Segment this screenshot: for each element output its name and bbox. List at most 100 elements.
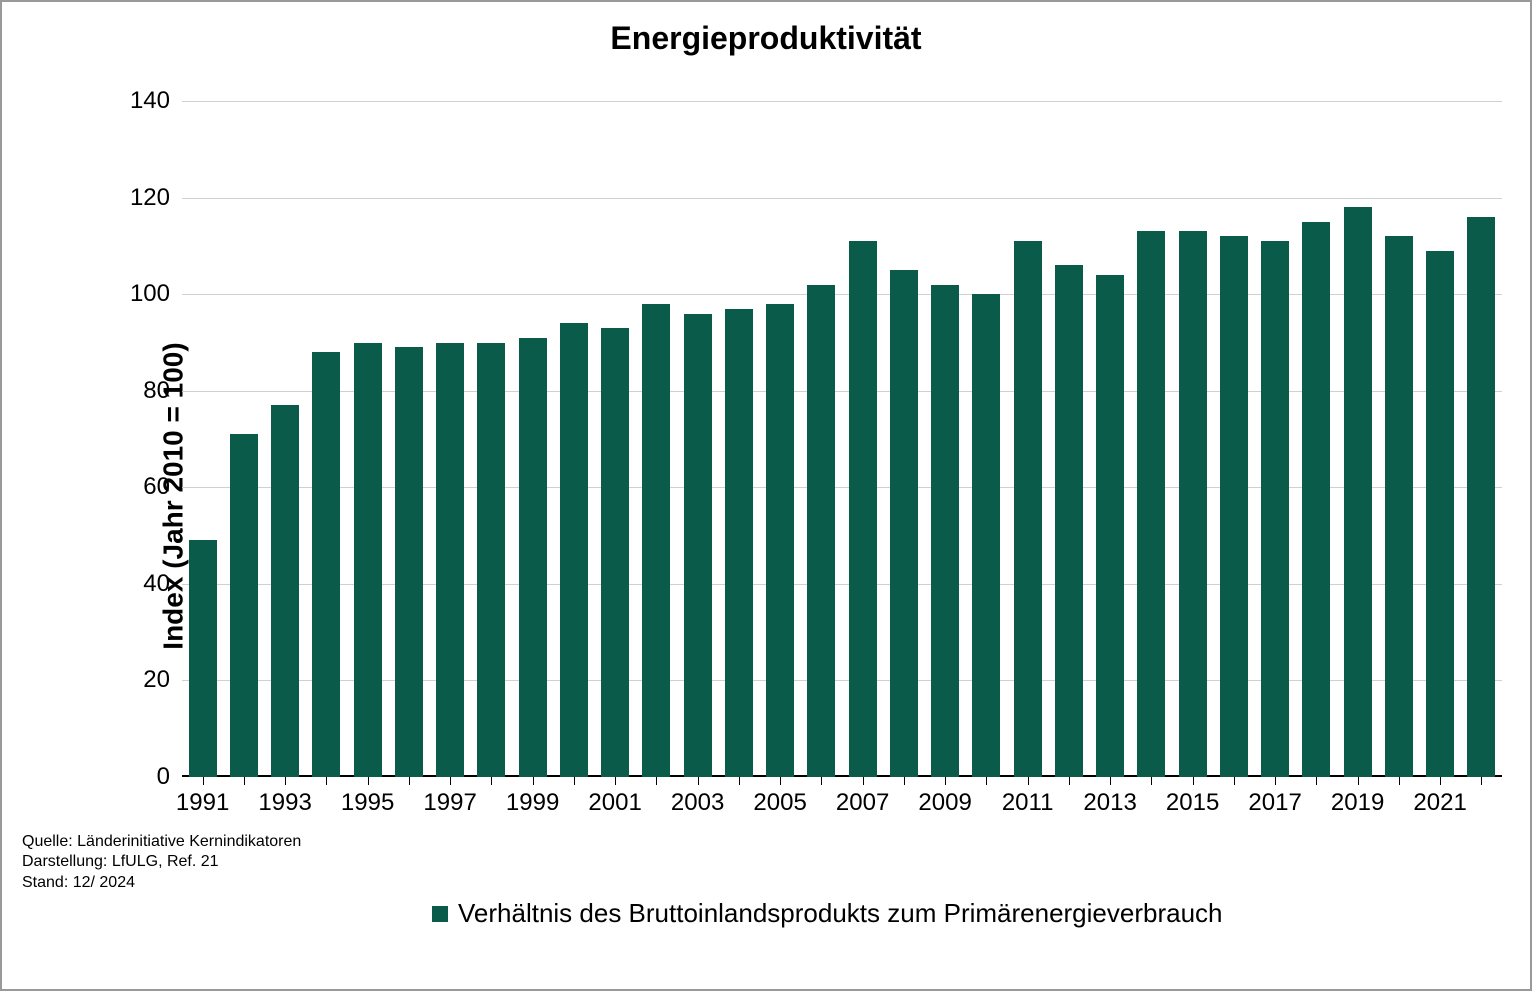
x-tick — [698, 777, 699, 785]
x-tick — [821, 777, 822, 785]
bar — [684, 314, 712, 777]
bar — [1344, 207, 1372, 777]
source-line-2: Darstellung: LfULG, Ref. 21 — [22, 852, 301, 873]
bar — [601, 328, 629, 777]
plot-area — [182, 77, 1502, 777]
x-tick — [1481, 777, 1482, 785]
bar — [1055, 265, 1083, 777]
bar — [354, 343, 382, 777]
x-tick-label: 2017 — [1248, 789, 1301, 817]
x-tick-label: 2005 — [753, 789, 806, 817]
x-tick — [1151, 777, 1152, 785]
x-tick-label: 2013 — [1083, 789, 1136, 817]
bar — [395, 347, 423, 777]
source-line-1: Quelle: Länderinitiative Kernindikatoren — [22, 832, 301, 853]
y-tick-label: 40 — [120, 570, 170, 598]
x-tick — [1316, 777, 1317, 785]
y-tick-label: 100 — [120, 280, 170, 308]
bar — [1302, 222, 1330, 777]
x-tick-label: 2019 — [1331, 789, 1384, 817]
bar — [642, 304, 670, 777]
bar — [1385, 236, 1413, 777]
x-tick — [368, 777, 369, 785]
gridline — [182, 101, 1502, 102]
x-tick-label: 2011 — [1002, 789, 1054, 817]
legend-swatch — [432, 906, 448, 922]
x-tick — [656, 777, 657, 785]
bar — [1096, 275, 1124, 777]
y-tick-label: 140 — [120, 87, 170, 115]
x-tick-label: 2003 — [671, 789, 724, 817]
y-tick-label: 20 — [120, 666, 170, 694]
bar — [725, 309, 753, 777]
x-tick — [533, 777, 534, 785]
bar — [1261, 241, 1289, 777]
x-tick — [285, 777, 286, 785]
x-tick — [203, 777, 204, 785]
bar — [849, 241, 877, 777]
gridline — [182, 198, 1502, 199]
x-tick — [491, 777, 492, 785]
x-tick — [450, 777, 451, 785]
x-tick — [1028, 777, 1029, 785]
x-tick — [1234, 777, 1235, 785]
bar — [1014, 241, 1042, 777]
x-tick-label: 2007 — [836, 789, 889, 817]
x-tick — [1358, 777, 1359, 785]
x-tick-label: 1999 — [506, 789, 559, 817]
bar — [1467, 217, 1495, 777]
chart-title: Energieproduktivität — [2, 20, 1530, 57]
bar — [271, 405, 299, 777]
x-tick — [780, 777, 781, 785]
x-tick — [739, 777, 740, 785]
x-tick — [945, 777, 946, 785]
x-tick-label: 1997 — [423, 789, 476, 817]
x-tick-label: 2009 — [918, 789, 971, 817]
x-tick-label: 1991 — [176, 789, 229, 817]
x-tick — [863, 777, 864, 785]
x-tick — [1193, 777, 1194, 785]
bar — [230, 434, 258, 777]
y-tick-label: 60 — [120, 473, 170, 501]
x-tick — [1069, 777, 1070, 785]
bar — [312, 352, 340, 777]
bar — [436, 343, 464, 777]
x-tick — [615, 777, 616, 785]
bar — [1220, 236, 1248, 777]
legend: Verhältnis des Bruttoinlandsprodukts zum… — [432, 898, 1223, 929]
x-tick — [244, 777, 245, 785]
bar — [477, 343, 505, 777]
bar — [807, 285, 835, 777]
x-tick — [409, 777, 410, 785]
x-tick-label: 2015 — [1166, 789, 1219, 817]
x-tick — [904, 777, 905, 785]
bar — [1137, 231, 1165, 777]
legend-text: Verhältnis des Bruttoinlandsprodukts zum… — [458, 898, 1223, 929]
x-tick-label: 1995 — [341, 789, 394, 817]
y-tick-label: 120 — [120, 184, 170, 212]
x-tick — [1110, 777, 1111, 785]
bar — [1426, 251, 1454, 777]
bar — [766, 304, 794, 777]
bar — [931, 285, 959, 777]
y-tick-label: 80 — [120, 377, 170, 405]
bar — [519, 338, 547, 777]
x-tick-label: 1993 — [258, 789, 311, 817]
x-tick — [986, 777, 987, 785]
x-tick — [1275, 777, 1276, 785]
x-tick-label: 2021 — [1413, 789, 1466, 817]
y-tick-label: 0 — [120, 763, 170, 791]
x-tick — [1399, 777, 1400, 785]
bar — [189, 540, 217, 777]
x-tick — [326, 777, 327, 785]
chart-container: Energieproduktivität Index (Jahr 2010 = … — [0, 0, 1532, 991]
x-tick — [1440, 777, 1441, 785]
source-text: Quelle: Länderinitiative Kernindikatoren… — [22, 832, 301, 894]
bar — [890, 270, 918, 777]
bar — [972, 294, 1000, 777]
bar — [560, 323, 588, 777]
source-line-3: Stand: 12/ 2024 — [22, 873, 301, 894]
x-tick — [574, 777, 575, 785]
bar — [1179, 231, 1207, 777]
x-tick-label: 2001 — [588, 789, 641, 817]
